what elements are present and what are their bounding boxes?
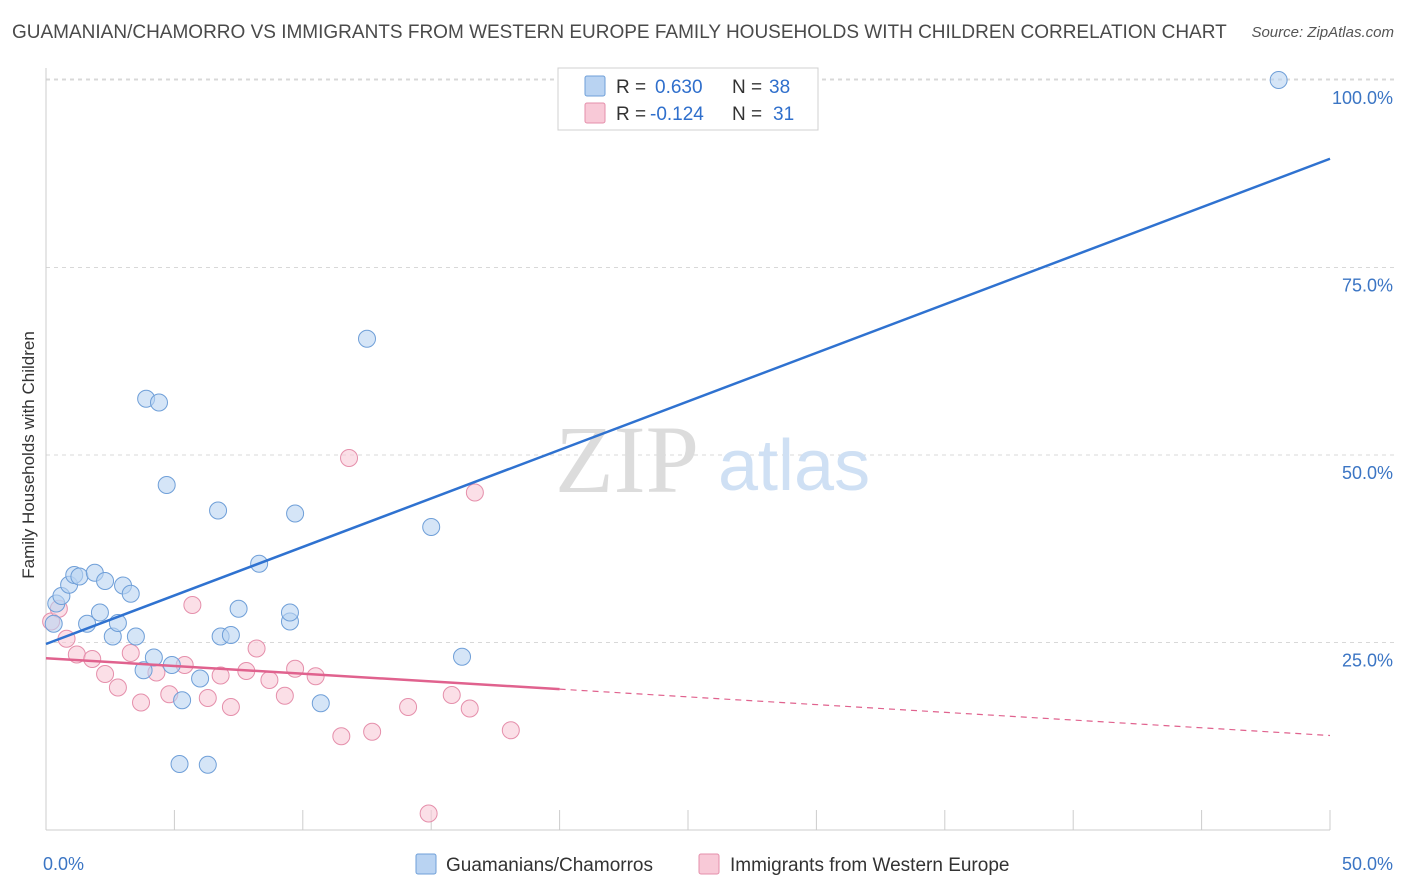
point-pink-15 bbox=[221, 698, 240, 716]
point-pink-26 bbox=[419, 804, 438, 823]
trend-line-pink-dashed bbox=[559, 688, 1331, 737]
x-tick-label-min: 0.0% bbox=[43, 854, 84, 874]
series-immigrants-western-europe bbox=[42, 449, 520, 823]
y-tick-label-100: 100.0% bbox=[1332, 88, 1393, 108]
point-blue-31 bbox=[280, 603, 299, 622]
axes: 25.0% 50.0% 75.0% 100.0% 0.0% 50.0% bbox=[43, 68, 1393, 874]
point-blue-25 bbox=[209, 501, 228, 520]
point-pink-4 bbox=[83, 650, 102, 668]
grid-lines bbox=[46, 78, 1394, 643]
point-pink-25 bbox=[399, 698, 418, 716]
point-pink-18 bbox=[260, 671, 279, 689]
point-blue-17 bbox=[144, 648, 163, 667]
legend-swatch-blue bbox=[584, 75, 606, 97]
point-blue-5 bbox=[70, 567, 89, 586]
point-pink-14 bbox=[211, 666, 230, 685]
point-pink-17 bbox=[247, 639, 266, 658]
point-blue-27 bbox=[221, 626, 240, 644]
point-blue-32 bbox=[286, 504, 305, 523]
trend-lines bbox=[45, 157, 1331, 737]
point-blue-22 bbox=[173, 691, 192, 710]
legend-n-value-1: 38 bbox=[769, 77, 790, 98]
y-tick-label-75: 75.0% bbox=[1342, 276, 1393, 296]
chart-title: GUAMANIAN/CHAMORRO VS IMMIGRANTS FROM WE… bbox=[12, 22, 1227, 43]
bottom-legend-label-pink: Immigrants from Western Europe bbox=[730, 855, 1009, 876]
point-pink-5 bbox=[96, 665, 115, 683]
chart-source: Source: ZipAtlas.com bbox=[1251, 24, 1394, 41]
y-axis-label: Family Households with Children bbox=[19, 331, 38, 579]
trend-line-pink-solid bbox=[45, 657, 560, 691]
point-blue-21 bbox=[170, 755, 189, 773]
legend-r-label-1: R = bbox=[616, 77, 646, 98]
point-blue-8 bbox=[90, 603, 109, 622]
legend-n-value-2: 31 bbox=[773, 104, 794, 125]
series-legend: Guamanians/Chamorros Immigrants from Wes… bbox=[415, 853, 1009, 876]
legend-r-label-2: R = bbox=[616, 104, 646, 125]
bottom-legend-swatch-blue bbox=[415, 853, 437, 875]
legend-r-value-1: 0.630 bbox=[655, 77, 703, 98]
legend-n-label-1: N = bbox=[732, 77, 762, 98]
point-pink-8 bbox=[132, 693, 151, 712]
point-pink-30 bbox=[501, 721, 520, 740]
point-pink-24 bbox=[363, 722, 382, 741]
point-blue-15 bbox=[134, 661, 153, 680]
point-blue-23 bbox=[191, 669, 210, 688]
watermark: ZIP atlas bbox=[555, 406, 870, 513]
legend-n-label-2: N = bbox=[732, 104, 762, 125]
point-blue-13 bbox=[121, 584, 140, 603]
point-blue-34 bbox=[358, 329, 376, 348]
point-blue-0 bbox=[44, 614, 63, 633]
bottom-legend-label-blue: Guamanians/Chamorros bbox=[446, 855, 653, 876]
point-pink-12 bbox=[183, 596, 202, 614]
point-pink-19 bbox=[275, 686, 294, 705]
point-blue-19 bbox=[157, 476, 176, 494]
point-pink-27 bbox=[442, 686, 461, 704]
stats-legend: R = 0.630 N = 38 R = -0.124 N = 31 bbox=[557, 67, 819, 131]
point-blue-35 bbox=[422, 518, 441, 536]
point-pink-6 bbox=[108, 678, 127, 697]
point-blue-24 bbox=[198, 755, 217, 774]
trend-line-blue bbox=[45, 157, 1331, 646]
point-pink-21 bbox=[306, 667, 325, 686]
point-pink-7 bbox=[121, 644, 140, 662]
y-tick-label-25: 25.0% bbox=[1342, 651, 1393, 671]
legend-swatch-pink bbox=[584, 102, 606, 124]
point-blue-28 bbox=[229, 599, 248, 618]
point-blue-33 bbox=[311, 694, 330, 713]
point-blue-18 bbox=[149, 393, 168, 412]
y-tick-label-50: 50.0% bbox=[1342, 463, 1393, 483]
point-blue-14 bbox=[126, 627, 145, 646]
x-tick-label-max: 50.0% bbox=[1342, 854, 1393, 874]
watermark-zip: ZIP bbox=[555, 406, 699, 513]
point-pink-28 bbox=[460, 699, 479, 718]
point-pink-23 bbox=[340, 449, 359, 467]
point-blue-36 bbox=[453, 647, 472, 666]
legend-r-value-2: -0.124 bbox=[650, 104, 704, 125]
point-blue-9 bbox=[96, 572, 115, 590]
point-pink-29 bbox=[465, 483, 484, 502]
point-pink-22 bbox=[332, 727, 351, 746]
bottom-legend-swatch-pink bbox=[698, 853, 720, 875]
series-guamanians-chamorros bbox=[44, 71, 1288, 774]
point-pink-13 bbox=[198, 689, 217, 707]
watermark-atlas: atlas bbox=[718, 426, 870, 506]
point-blue-37 bbox=[1269, 71, 1288, 89]
